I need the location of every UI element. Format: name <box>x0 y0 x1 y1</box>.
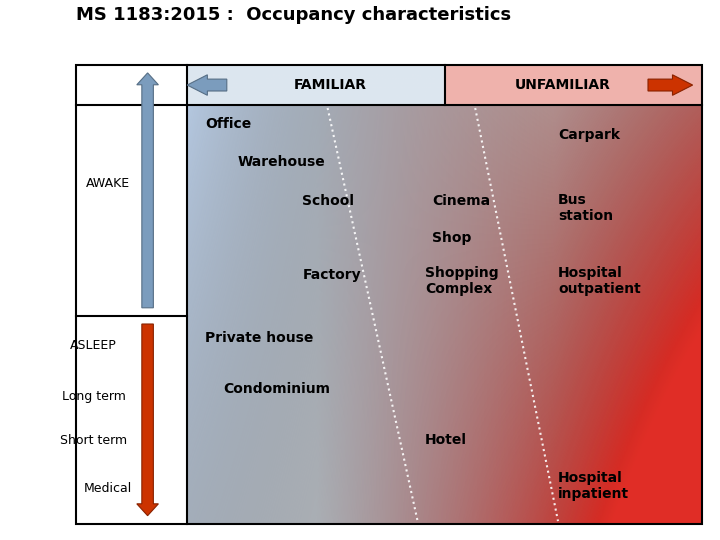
FancyArrow shape <box>187 75 227 95</box>
Text: Factory: Factory <box>302 268 361 282</box>
Text: AWAKE: AWAKE <box>86 177 130 190</box>
FancyArrow shape <box>137 324 158 516</box>
Text: Long term: Long term <box>62 390 125 403</box>
Text: Private house: Private house <box>205 330 314 345</box>
Text: Medical: Medical <box>84 482 132 495</box>
Text: ASLEEP: ASLEEP <box>71 339 117 352</box>
Text: Condominium: Condominium <box>223 382 330 396</box>
Text: MS 1183:2015 :  Occupancy characteristics: MS 1183:2015 : Occupancy characteristics <box>76 6 510 24</box>
Text: Shopping
Complex: Shopping Complex <box>425 266 498 296</box>
Text: Hotel: Hotel <box>425 433 467 447</box>
FancyArrow shape <box>648 75 693 95</box>
Bar <box>76 65 702 524</box>
Text: Bus
station: Bus station <box>558 193 613 223</box>
FancyArrow shape <box>137 73 158 308</box>
Text: UNFAMILIAR: UNFAMILIAR <box>515 78 611 92</box>
Text: Cinema: Cinema <box>432 194 490 208</box>
Text: School: School <box>302 194 354 208</box>
Text: Hospital
inpatient: Hospital inpatient <box>558 471 629 501</box>
Text: Office: Office <box>205 117 251 131</box>
Text: Warehouse: Warehouse <box>238 155 325 169</box>
Text: FAMILIAR: FAMILIAR <box>294 78 366 92</box>
Text: Hospital
outpatient: Hospital outpatient <box>558 266 641 296</box>
Text: Carpark: Carpark <box>558 128 620 142</box>
Text: Short term: Short term <box>60 434 127 447</box>
Text: Shop: Shop <box>432 231 472 245</box>
